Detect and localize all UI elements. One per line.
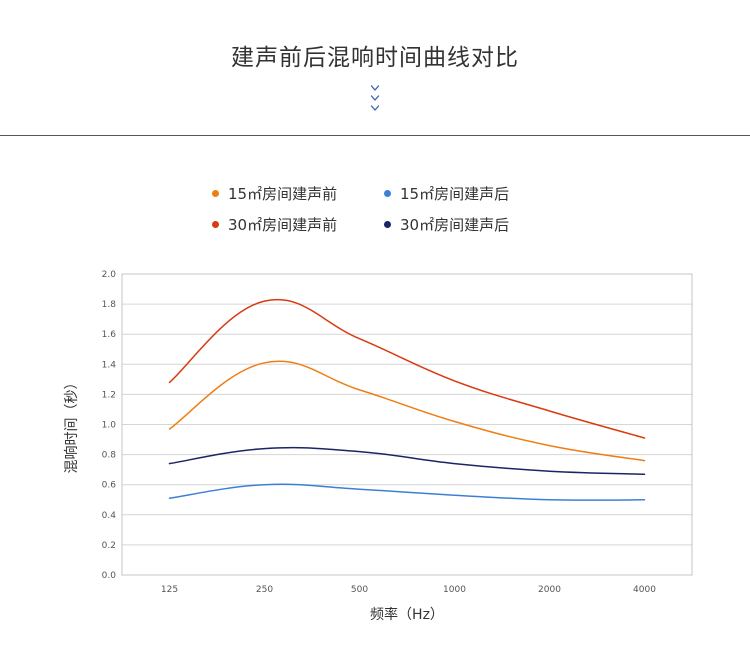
- chart-series: [168, 298, 646, 501]
- legend-marker-15-before: [212, 190, 219, 197]
- legend-label-15-before: 15㎡房间建声前: [228, 185, 338, 203]
- legend-marker-30-before: [212, 221, 219, 228]
- plot-area-border: [121, 273, 693, 576]
- legend-marker-15-after: [384, 190, 391, 197]
- y-tick-label: 0.4: [102, 511, 117, 521]
- plot-frame: [121, 273, 693, 576]
- x-axis-ticks: 125 250 500 1000 2000 4000: [161, 585, 656, 595]
- chart-grid: [122, 273, 692, 576]
- legend-item-15-after: 15㎡房间建声后: [384, 183, 509, 204]
- chart-legend: 15㎡房间建声前 15㎡房间建声后 30㎡房间建声前 30㎡房间建声后: [212, 183, 572, 235]
- y-tick-label: 2.0: [102, 270, 117, 280]
- legend-marker-30-after: [384, 221, 391, 228]
- section-divider: [0, 135, 750, 136]
- legend-item-30-before: 30㎡房间建声前: [212, 214, 337, 235]
- x-axis-title: 频率（Hz）: [370, 606, 444, 623]
- y-tick-label: 0.2: [102, 541, 116, 551]
- y-axis-ticks: 0.0 0.2 0.4 0.6 0.8 1.0 1.2 1.4 1.6 1.8 2.0: [102, 270, 117, 581]
- legend-label-30-before: 30㎡房间建声前: [228, 216, 338, 234]
- y-tick-label: 0.0: [102, 571, 117, 581]
- page-title: 建声前后混响时间曲线对比: [231, 45, 519, 71]
- x-tick-label: 2000: [538, 585, 561, 595]
- legend-label-30-after: 30㎡房间建声后: [400, 216, 510, 234]
- y-tick-label: 1.0: [102, 421, 117, 431]
- x-tick-label: 4000: [633, 585, 656, 595]
- y-tick-label: 0.8: [102, 451, 117, 461]
- y-tick-label: 1.2: [102, 390, 116, 400]
- chevron-down-icon: [370, 85, 380, 111]
- x-tick-label: 125: [161, 585, 178, 595]
- series-line-15-before: [168, 360, 646, 462]
- series-line-30-before: [168, 298, 646, 439]
- legend-item-30-after: 30㎡房间建声后: [384, 214, 509, 235]
- y-tick-label: 1.8: [102, 300, 117, 310]
- y-tick-label: 0.6: [102, 481, 117, 491]
- legend-item-15-before: 15㎡房间建声前: [212, 183, 337, 204]
- y-tick-label: 1.4: [102, 360, 117, 370]
- y-tick-label: 1.6: [102, 330, 117, 340]
- series-line-15-after: [168, 483, 646, 501]
- legend-label-15-after: 15㎡房间建声后: [400, 185, 510, 203]
- y-axis-title: 混响时间（秒）: [64, 376, 80, 474]
- x-tick-label: 500: [351, 585, 368, 595]
- x-tick-label: 250: [256, 585, 273, 595]
- x-tick-label: 1000: [443, 585, 466, 595]
- series-line-30-after: [168, 446, 646, 475]
